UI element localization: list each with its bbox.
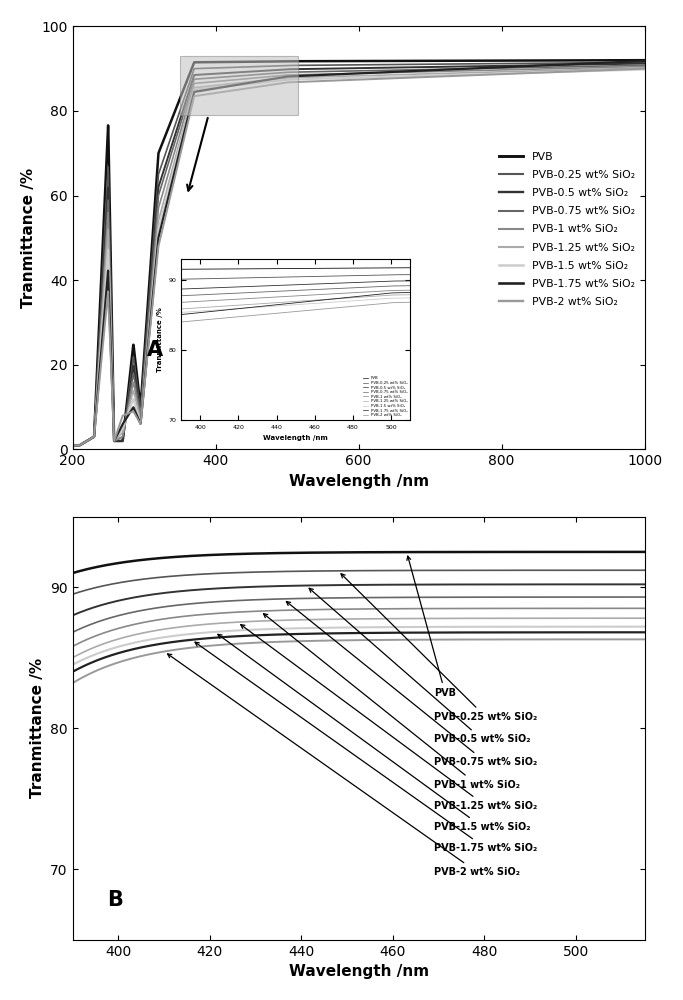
Text: PVB-1.5 wt% SiO₂: PVB-1.5 wt% SiO₂	[218, 634, 531, 832]
Text: PVB-0.25 wt% SiO₂: PVB-0.25 wt% SiO₂	[341, 574, 538, 722]
Text: PVB-1.25 wt% SiO₂: PVB-1.25 wt% SiO₂	[240, 625, 538, 811]
Text: B: B	[107, 890, 123, 910]
X-axis label: Wavelength /nm: Wavelength /nm	[288, 474, 429, 489]
Y-axis label: Tranmittance /%: Tranmittance /%	[21, 168, 36, 308]
Legend: PVB, PVB-0.25 wt% SiO₂, PVB-0.5 wt% SiO₂, PVB-0.75 wt% SiO₂, PVB-1 wt% SiO₂, PVB: PVB, PVB-0.25 wt% SiO₂, PVB-0.5 wt% SiO₂…	[495, 148, 639, 311]
Text: PVB-2 wt% SiO₂: PVB-2 wt% SiO₂	[167, 654, 520, 877]
X-axis label: Wavelength /nm: Wavelength /nm	[288, 964, 429, 979]
Bar	[180, 56, 298, 115]
Text: PVB-0.75 wt% SiO₂: PVB-0.75 wt% SiO₂	[286, 602, 538, 767]
Y-axis label: Tranmittance /%: Tranmittance /%	[29, 658, 44, 798]
Text: PVB-0.5 wt% SiO₂: PVB-0.5 wt% SiO₂	[309, 588, 531, 744]
Text: A: A	[147, 340, 163, 360]
Text: PVB-1.75 wt% SiO₂: PVB-1.75 wt% SiO₂	[195, 642, 538, 853]
Text: PVB: PVB	[407, 556, 456, 698]
Text: PVB-1 wt% SiO₂: PVB-1 wt% SiO₂	[264, 614, 520, 790]
